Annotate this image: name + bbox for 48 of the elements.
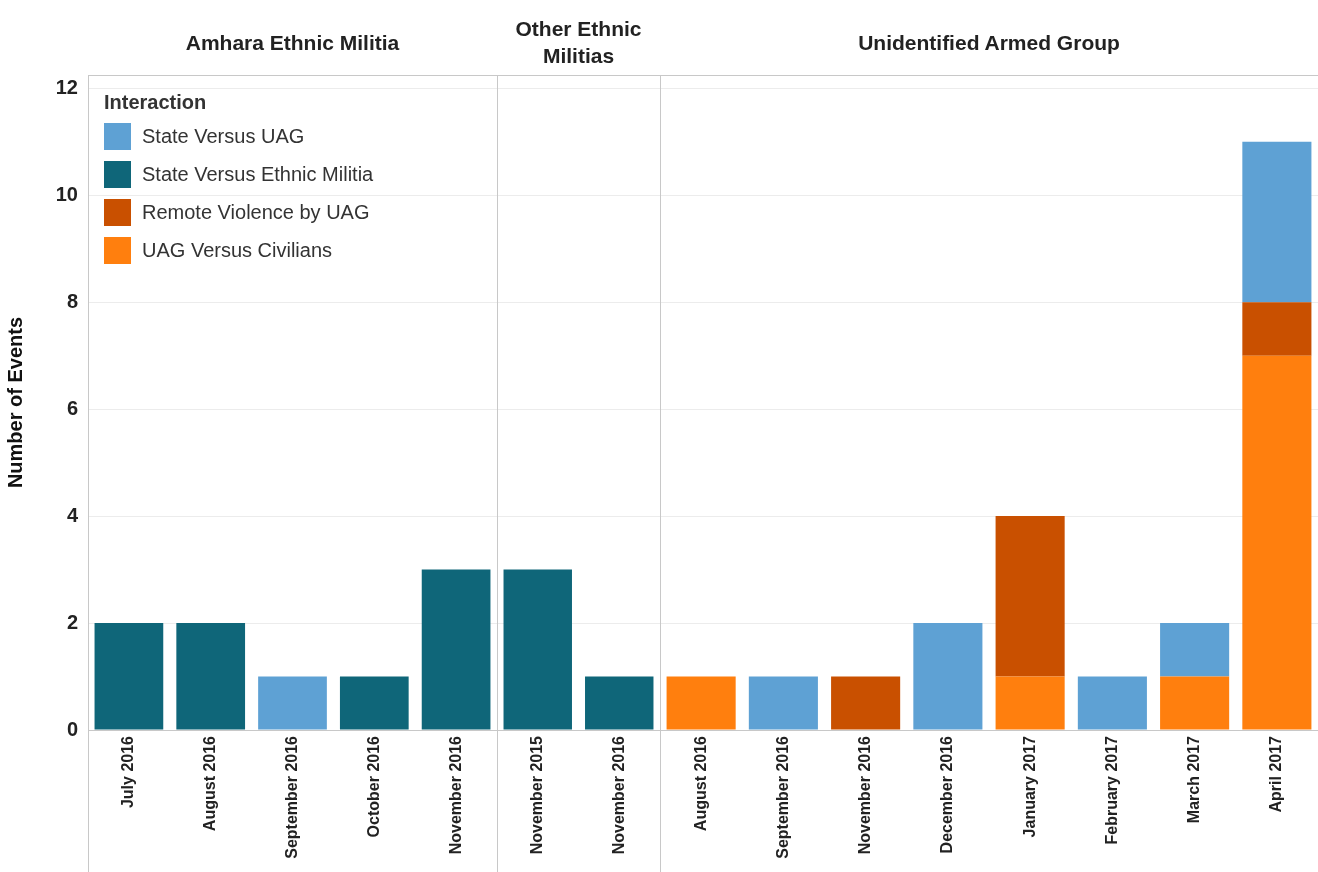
bar (258, 676, 327, 730)
x-tick-label: July 2016 (119, 735, 137, 809)
legend-title: Interaction (104, 90, 207, 113)
bar (1077, 676, 1147, 730)
chart-title: Amhara Ethnic Militia (185, 30, 400, 54)
x-tick-label: September 2016 (773, 735, 791, 859)
bar (995, 676, 1065, 730)
x-tick-label: November 2015 (528, 735, 546, 855)
legend-label: State Versus UAG (142, 124, 305, 147)
x-tick-label: October 2016 (364, 735, 382, 838)
x-tick-label: April 2017 (1267, 735, 1285, 813)
bar (1242, 141, 1312, 303)
y-tick-label: 6 (66, 396, 78, 419)
legend-label: Remote Violence by UAG (142, 200, 370, 223)
bar (94, 623, 164, 730)
bar (339, 676, 409, 730)
y-tick-label: 4 (66, 503, 79, 526)
bar (1160, 623, 1230, 677)
bar (913, 623, 983, 730)
x-tick-label: February 2017 (1102, 735, 1120, 845)
x-tick-label: August 2016 (201, 735, 219, 832)
chart-title: Unidentified Armed Group (858, 30, 1120, 54)
legend-label: State Versus Ethnic Militia (142, 162, 375, 185)
chart-title: Other Ethnic Militias (515, 17, 642, 68)
bar (1160, 676, 1230, 730)
bar (995, 516, 1065, 677)
x-tick-label: November 2016 (446, 735, 464, 855)
y-tick-label: 8 (66, 289, 78, 312)
bar (666, 676, 736, 730)
legend-label: UAG Versus Civilians (142, 238, 333, 261)
bar (421, 569, 491, 730)
x-tick-label: November 2016 (609, 735, 627, 855)
y-tick-label: 2 (66, 610, 78, 633)
bar (1242, 302, 1312, 356)
x-tick-label: January 2017 (1020, 735, 1038, 838)
x-tick-label: November 2016 (856, 735, 874, 855)
x-tick-label: December 2016 (938, 735, 956, 854)
x-tick-label: March 2017 (1185, 735, 1203, 824)
y-tick-label: 10 (55, 182, 78, 205)
y-tick-label: 12 (55, 75, 78, 98)
x-tick-label: August 2016 (691, 735, 709, 832)
bar (1242, 355, 1312, 730)
y-axis-title: Number of Events (3, 316, 26, 489)
y-tick-label: 0 (66, 717, 78, 740)
x-tick-label: September 2016 (282, 735, 300, 859)
bar (748, 676, 818, 730)
bar (176, 623, 246, 730)
bar (831, 676, 901, 730)
